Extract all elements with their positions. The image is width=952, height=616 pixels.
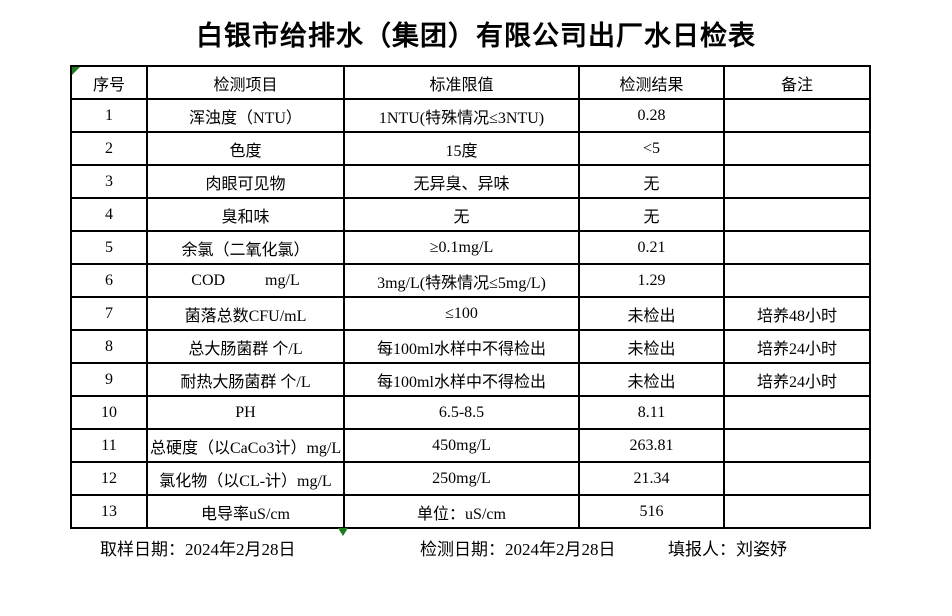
- serial-number-cell: 9: [70, 362, 148, 397]
- standard-limit-cell: 每100ml水样中不得检出: [343, 362, 580, 397]
- footer: 取样日期：2024年2月28日 检测日期：2024年2月28日 填报人：刘姿妤: [0, 535, 952, 559]
- remark-cell: 培养24小时: [723, 362, 871, 397]
- header-serial-number: 序号: [70, 65, 148, 100]
- page-title: 白银市给排水（集团）有限公司出厂水日检表: [196, 21, 756, 51]
- table-row: 4 臭和味无无: [70, 197, 871, 232]
- standard-limit-cell: 单位：uS/cm: [343, 494, 580, 529]
- serial-number-cell: 2: [70, 131, 148, 166]
- test-item-cell: 耐热大肠菌群 个/L: [146, 362, 345, 397]
- remark-cell: [723, 197, 871, 232]
- header-test-item: 检测项目: [146, 65, 345, 100]
- test-date-label: 检测日期：2024年2月28日: [420, 540, 616, 559]
- test-result-cell: 未检出: [578, 296, 725, 331]
- serial-number-cell: 4: [70, 197, 148, 232]
- test-result-cell: 1.29: [578, 263, 725, 298]
- standard-limit-cell: 每100ml水样中不得检出: [343, 329, 580, 364]
- header-remark: 备注: [723, 65, 871, 100]
- standard-limit-cell: ≥0.1mg/L: [343, 230, 580, 265]
- serial-number-cell: 11: [70, 428, 148, 463]
- standard-limit-cell: 无: [343, 197, 580, 232]
- table-row: 8 总大肠菌群 个/L 每100ml水样中不得检出 未检出 培养24小时: [70, 329, 871, 364]
- test-item-cell: 电导率uS/cm: [146, 494, 345, 529]
- inspection-table: 序号 检测项目 标准限值 检测结果 备注 1 浑浊度（NTU） 1NTU(特殊情况≤…: [70, 65, 871, 529]
- standard-limit-cell: 1NTU(特殊情况≤3NTU): [343, 98, 580, 133]
- test-result-cell: 未检出: [578, 362, 725, 397]
- standard-limit-cell: ≤100: [343, 296, 580, 331]
- standard-limit-cell: 250mg/L: [343, 461, 580, 496]
- test-item-cell: 总大肠菌群 个/L: [146, 329, 345, 364]
- table-row: 10 PH 6.5-8.5 8.11: [70, 395, 871, 430]
- serial-number-cell: 1: [70, 98, 148, 133]
- serial-number-cell: 10: [70, 395, 148, 430]
- standard-limit-cell: 6.5-8.5: [343, 395, 580, 430]
- test-item-cell: 色度: [146, 131, 345, 166]
- test-item-cell: COD mg/L: [146, 263, 345, 298]
- remark-cell: [723, 230, 871, 265]
- remark-cell: [723, 494, 871, 529]
- test-result-cell: 0.21: [578, 230, 725, 265]
- table-row: 6 COD mg/L 3mg/L(特殊情况≤5mg/L) 1.29: [70, 263, 871, 298]
- serial-number-cell: 13: [70, 494, 148, 529]
- serial-number-cell: 5: [70, 230, 148, 265]
- table-row: 3 肉眼可见物 无异臭、异味无: [70, 164, 871, 199]
- test-item-cell: 浑浊度（NTU）: [146, 98, 345, 133]
- table-row: 12 氯化物（以CL-计）mg/L 250mg/L 21.34: [70, 461, 871, 496]
- remark-cell: [723, 395, 871, 430]
- test-item-cell: PH: [146, 395, 345, 430]
- test-result-cell: 无: [578, 197, 725, 232]
- remark-cell: 培养24小时: [723, 329, 871, 364]
- standard-limit-cell: 3mg/L(特殊情况≤5mg/L): [343, 263, 580, 298]
- remark-cell: 培养48小时: [723, 296, 871, 331]
- table-row: 13 电导率uS/cm 单位：uS/cm 516: [70, 494, 871, 529]
- table-header-row: 序号 检测项目 标准限值 检测结果 备注: [70, 65, 871, 100]
- remark-cell: [723, 98, 871, 133]
- test-item-cell: 总硬度（以CaCo3计）mg/L: [146, 428, 345, 463]
- table-row: 2 色度 15度 <5: [70, 131, 871, 166]
- serial-number-cell: 8: [70, 329, 148, 364]
- test-item-cell: 臭和味: [146, 197, 345, 232]
- test-item-cell: 氯化物（以CL-计）mg/L: [146, 461, 345, 496]
- serial-number-cell: 6: [70, 263, 148, 298]
- test-result-cell: 无: [578, 164, 725, 199]
- sampling-date-label: 取样日期：2024年2月28日: [100, 540, 296, 559]
- table-row: 9 耐热大肠菌群 个/L 每100ml水样中不得检出 未检出 培养24小时: [70, 362, 871, 397]
- remark-cell: [723, 428, 871, 463]
- serial-number-cell: 7: [70, 296, 148, 331]
- test-item-cell: 菌落总数CFU/mL: [146, 296, 345, 331]
- standard-limit-cell: 无异臭、异味: [343, 164, 580, 199]
- remark-cell: [723, 131, 871, 166]
- reporter-label: 填报人：刘姿妤: [668, 540, 787, 559]
- table-row: 11 总硬度（以CaCo3计）mg/L 450mg/L 263.81: [70, 428, 871, 463]
- standard-limit-cell: 15度: [343, 131, 580, 166]
- table-row: 7 菌落总数CFU/mL ≤100 未检出 培养48小时: [70, 296, 871, 331]
- remark-cell: [723, 164, 871, 199]
- test-result-cell: 263.81: [578, 428, 725, 463]
- table-row: 1 浑浊度（NTU） 1NTU(特殊情况≤3NTU) 0.28: [70, 98, 871, 133]
- excel-corner-flag-icon: [72, 67, 80, 75]
- serial-number-cell: 3: [70, 164, 148, 199]
- test-result-cell: 未检出: [578, 329, 725, 364]
- test-item-cell: 余氯（二氧化氯）: [146, 230, 345, 265]
- test-result-cell: <5: [578, 131, 725, 166]
- serial-number-cell: 12: [70, 461, 148, 496]
- test-result-cell: 21.34: [578, 461, 725, 496]
- excel-bottom-arrow-icon: [338, 528, 348, 536]
- header-test-result: 检测结果: [578, 65, 725, 100]
- table-row: 5 余氯（二氧化氯） ≥0.1mg/L 0.21: [70, 230, 871, 265]
- header-standard-limit: 标准限值: [343, 65, 580, 100]
- remark-cell: [723, 461, 871, 496]
- standard-limit-cell: 450mg/L: [343, 428, 580, 463]
- test-result-cell: 0.28: [578, 98, 725, 133]
- remark-cell: [723, 263, 871, 298]
- test-result-cell: 516: [578, 494, 725, 529]
- test-result-cell: 8.11: [578, 395, 725, 430]
- test-item-cell: 肉眼可见物: [146, 164, 345, 199]
